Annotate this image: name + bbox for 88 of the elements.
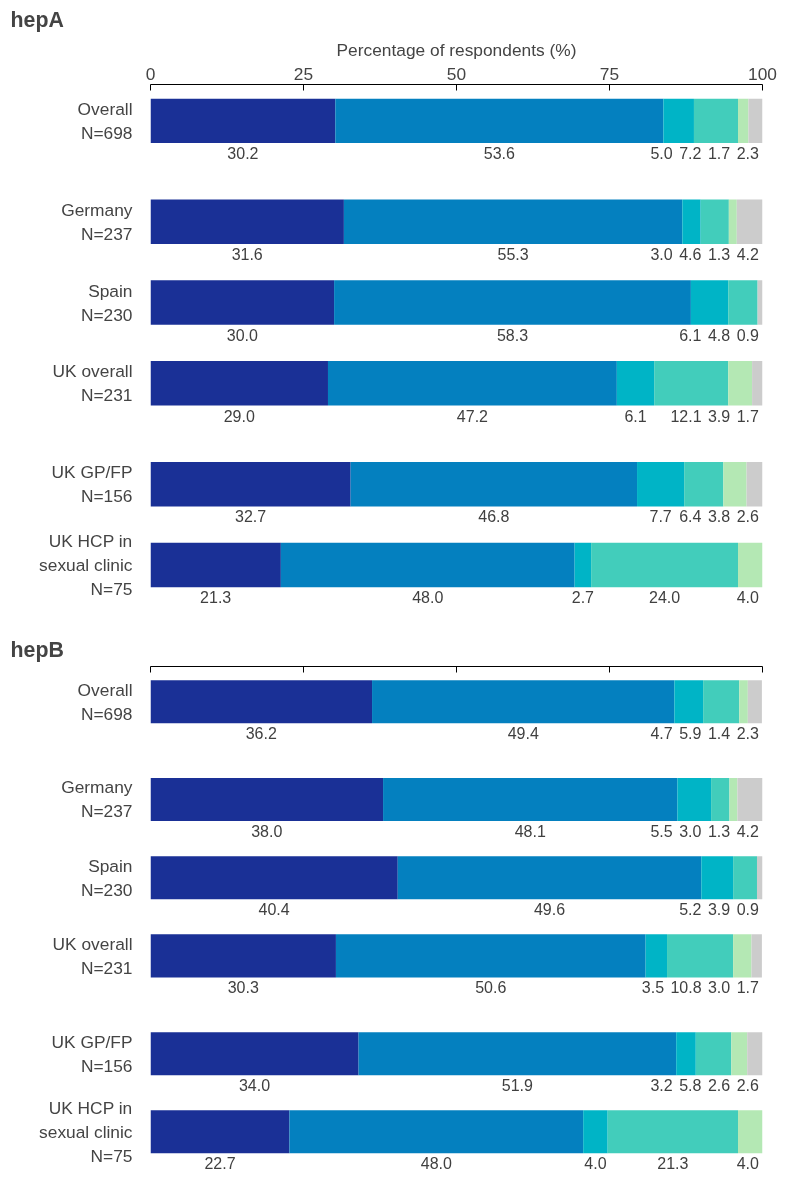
data-label: 21.3 [657, 1155, 689, 1173]
data-label: 5.8 [679, 1077, 702, 1095]
data-label: 5.0 [650, 145, 673, 163]
data-label: 6.4 [679, 508, 702, 526]
data-label: 4.0 [584, 1155, 607, 1173]
data-label: 12.1 [670, 407, 702, 425]
chart-title: hepB [10, 637, 64, 662]
data-label: 50.6 [475, 979, 507, 997]
data-label: 2.6 [707, 1077, 731, 1095]
data-label: 7.7 [649, 508, 672, 526]
y-tick-label: UK HCP in sexual clinic N=75 [39, 530, 133, 599]
data-label: 1.7 [707, 145, 731, 163]
y-tick-label: Spain N=230 [80, 280, 133, 325]
data-label: 2.3 [736, 145, 760, 163]
data-label: 4.7 [650, 725, 673, 743]
data-label: 1.4 [707, 725, 731, 743]
data-label: 2.3 [736, 725, 760, 743]
data-label: 53.6 [483, 145, 516, 163]
data-label: 3.0 [679, 822, 702, 840]
data-label: 1.3 [707, 246, 731, 264]
x-tick-label: 75 [599, 63, 620, 84]
data-label: 3.5 [641, 979, 665, 997]
data-label: 48.0 [412, 589, 444, 607]
y-tick-label: UK GP/FP N=156 [51, 462, 133, 507]
data-label: 49.4 [507, 725, 539, 743]
data-label: 32.7 [234, 508, 267, 526]
data-label: 2.6 [736, 1077, 760, 1095]
data-label: 5.5 [650, 822, 673, 840]
data-label: 24.0 [649, 589, 681, 607]
x-axis-title: Percentage of respondents (%) [336, 39, 577, 60]
y-tick-label: Spain N=230 [80, 855, 133, 900]
data-label: 6.1 [624, 407, 647, 425]
data-label: 1.7 [736, 979, 760, 997]
data-label: 3.9 [707, 901, 731, 919]
data-label: 4.2 [736, 822, 760, 840]
data-label: 4.0 [736, 1155, 760, 1173]
data-label: 34.0 [238, 1077, 271, 1095]
data-label: 55.3 [497, 246, 529, 264]
data-label: 58.3 [496, 326, 529, 344]
data-label: 5.2 [679, 901, 702, 919]
data-label: 5.9 [679, 725, 702, 743]
data-label: 49.6 [533, 901, 566, 919]
data-label: 7.2 [679, 145, 702, 163]
data-label: 3.0 [707, 979, 731, 997]
data-label: 48.1 [514, 822, 546, 840]
data-label: 29.0 [223, 407, 255, 425]
y-tick-label: UK HCP in sexual clinic N=75 [39, 1097, 133, 1166]
data-label: 21.3 [200, 589, 232, 607]
data-label: 1.3 [707, 822, 731, 840]
data-label: 48.0 [420, 1155, 452, 1173]
data-label: 47.2 [456, 407, 489, 425]
data-label: 38.0 [251, 822, 283, 840]
data-label: 36.2 [245, 725, 277, 743]
data-label: 40.4 [258, 901, 290, 919]
y-tick-label: Overall N=698 [77, 679, 133, 724]
y-tick-label: UK overall N=231 [52, 361, 133, 406]
data-label: 3.8 [707, 508, 731, 526]
data-label: 4.6 [679, 246, 702, 264]
x-tick-label: 0 [145, 63, 156, 84]
y-tick-label: Germany N=237 [61, 199, 133, 244]
data-label: 46.8 [478, 508, 510, 526]
data-label: 31.6 [231, 246, 263, 264]
y-tick-label: UK GP/FP N=156 [51, 1031, 133, 1076]
y-tick-label: UK overall N=231 [52, 933, 133, 978]
data-label: 30.0 [226, 326, 258, 344]
x-tick-label: 100 [748, 63, 777, 84]
data-label: 1.7 [736, 407, 760, 425]
data-label: 4.2 [736, 246, 760, 264]
data-label: 2.7 [571, 589, 595, 607]
data-label: 4.0 [736, 589, 760, 607]
chart-title: hepA [10, 7, 64, 32]
data-label: 30.2 [227, 145, 259, 163]
data-label: 0.9 [736, 326, 760, 344]
data-label: 3.9 [707, 407, 731, 425]
x-tick-label: 25 [293, 63, 314, 84]
data-label: 3.2 [650, 1077, 673, 1095]
data-label: 2.6 [736, 508, 760, 526]
data-label: 4.8 [707, 326, 731, 344]
data-label: 6.1 [679, 326, 702, 344]
data-label: 10.8 [670, 979, 702, 997]
y-tick-label: Overall N=698 [77, 98, 133, 143]
x-tick-label: 50 [446, 63, 467, 84]
data-label: 22.7 [204, 1155, 236, 1173]
data-label: 3.0 [650, 246, 673, 264]
data-label: 0.9 [736, 901, 760, 919]
y-tick-label: Germany N=237 [61, 777, 133, 822]
data-label: 30.3 [227, 979, 259, 997]
data-label: 51.9 [501, 1077, 534, 1095]
